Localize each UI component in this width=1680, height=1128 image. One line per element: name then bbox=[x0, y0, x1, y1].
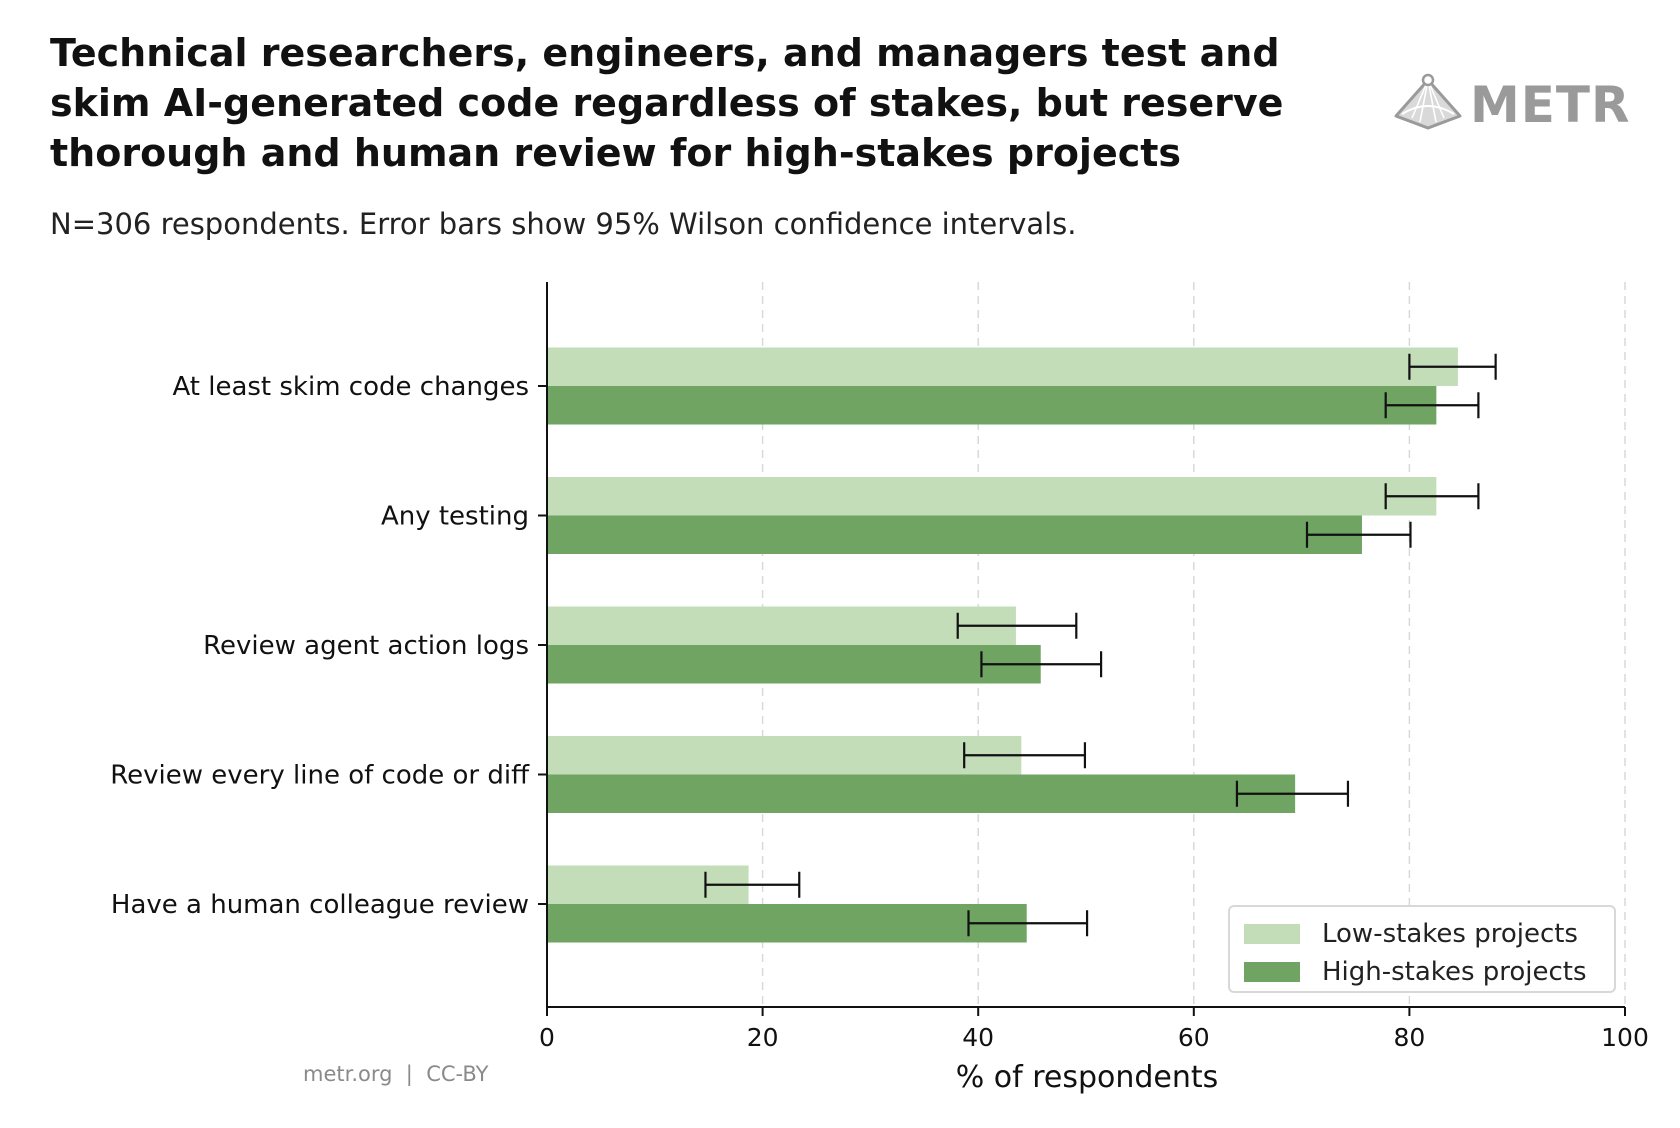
category-label-2: Review agent action logs bbox=[203, 631, 529, 661]
bar-high-4 bbox=[547, 904, 1027, 943]
legend-label-low: Low-stakes projects bbox=[1322, 919, 1578, 949]
bar-high-0 bbox=[547, 386, 1437, 425]
bar-high-2 bbox=[547, 645, 1041, 684]
bars bbox=[547, 347, 1458, 943]
chart-title: Technical researchers, engineers, and ma… bbox=[50, 31, 1284, 175]
bar-low-2 bbox=[547, 606, 1016, 645]
error-bar-low-2 bbox=[956, 612, 1078, 639]
bar-low-0 bbox=[547, 347, 1458, 386]
legend-item-low: Low-stakes projects bbox=[1244, 919, 1578, 949]
bar-high-3 bbox=[547, 774, 1296, 813]
error-bar-high-3 bbox=[1235, 780, 1350, 807]
footer-credit: metr.org | CC-BY bbox=[303, 1062, 489, 1086]
legend-swatch-high bbox=[1244, 962, 1300, 982]
error-bar-high-0 bbox=[1384, 392, 1480, 419]
x-tick-label-2: 40 bbox=[962, 1023, 994, 1052]
metr-logo: METR bbox=[1390, 72, 1640, 142]
error-bar-high-1 bbox=[1305, 521, 1412, 548]
legend-label-high: High-stakes projects bbox=[1322, 957, 1587, 987]
category-label-0: At least skim code changes bbox=[172, 372, 529, 402]
metr-logo-icon bbox=[1394, 73, 1462, 130]
category-label-3: Review every line of code or diff bbox=[110, 761, 530, 791]
bar-high-1 bbox=[547, 515, 1362, 554]
x-tick-label-5: 100 bbox=[1601, 1023, 1649, 1052]
x-tick-label-0: 0 bbox=[539, 1023, 555, 1052]
error-bar-low-0 bbox=[1408, 353, 1497, 380]
chart-subtitle: N=306 respondents. Error bars show 95% W… bbox=[50, 207, 1077, 241]
legend-swatch-low bbox=[1244, 924, 1300, 944]
bar-low-3 bbox=[547, 736, 1022, 775]
x-tick-label-3: 60 bbox=[1178, 1023, 1210, 1052]
x-axis-label: % of respondents bbox=[956, 1060, 1219, 1095]
gridlines bbox=[761, 282, 1626, 1007]
category-label-4: Have a human colleague review bbox=[111, 890, 529, 920]
error-bar-high-4 bbox=[967, 910, 1089, 937]
error-bar-high-2 bbox=[980, 651, 1103, 678]
x-tick-label-1: 20 bbox=[747, 1023, 779, 1052]
bar-low-1 bbox=[547, 477, 1437, 516]
error-bar-low-3 bbox=[963, 742, 1087, 769]
x-tick-label-4: 80 bbox=[1393, 1023, 1425, 1052]
category-label-1: Any testing bbox=[381, 502, 529, 532]
error-bar-low-1 bbox=[1384, 483, 1480, 510]
error-bars bbox=[704, 353, 1497, 937]
error-bar-low-4 bbox=[704, 871, 801, 898]
axes: 0 20 40 60 80 100 At least skim code changes An… bbox=[110, 282, 1649, 1052]
metr-logo-text: METR bbox=[1470, 76, 1631, 134]
legend: Low-stakes projects High-stakes projects bbox=[1228, 905, 1616, 993]
legend-item-high: High-stakes projects bbox=[1244, 957, 1587, 987]
